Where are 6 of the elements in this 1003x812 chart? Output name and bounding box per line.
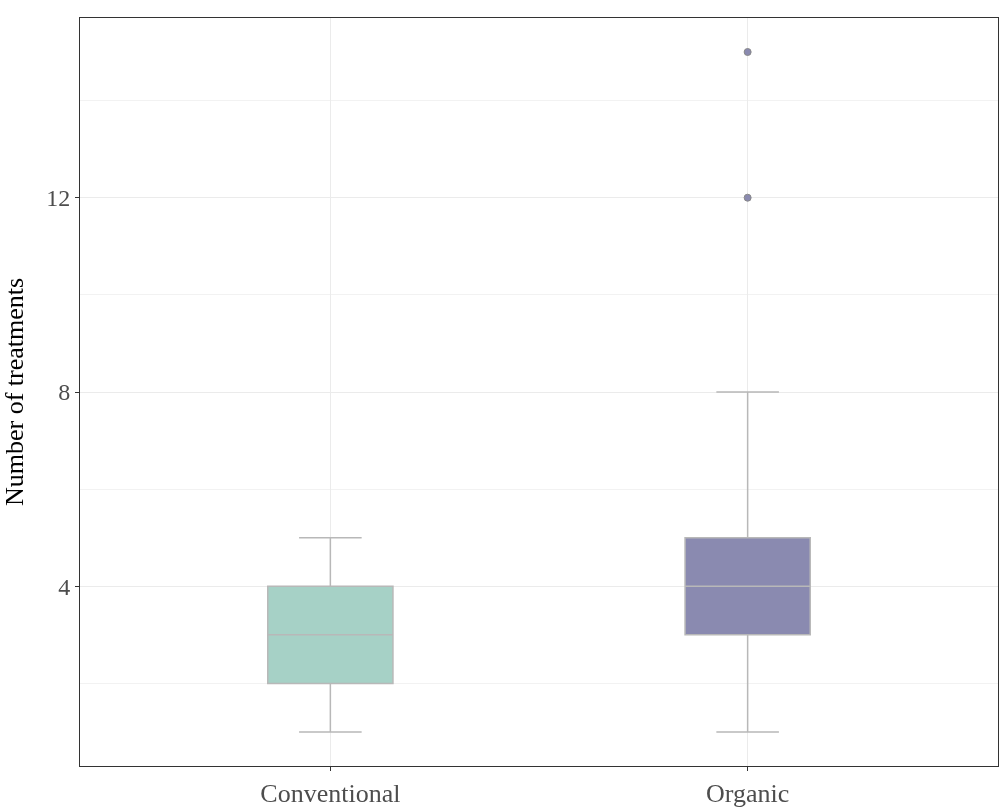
y-tick-label: 8 <box>58 379 71 406</box>
x-tick-label: Organic <box>706 779 790 809</box>
y-tick-label: 12 <box>46 185 71 212</box>
y-tick-label: 4 <box>58 573 71 600</box>
y-axis-title: Number of treatments <box>0 277 29 507</box>
x-tick-label: Conventional <box>260 779 401 809</box>
